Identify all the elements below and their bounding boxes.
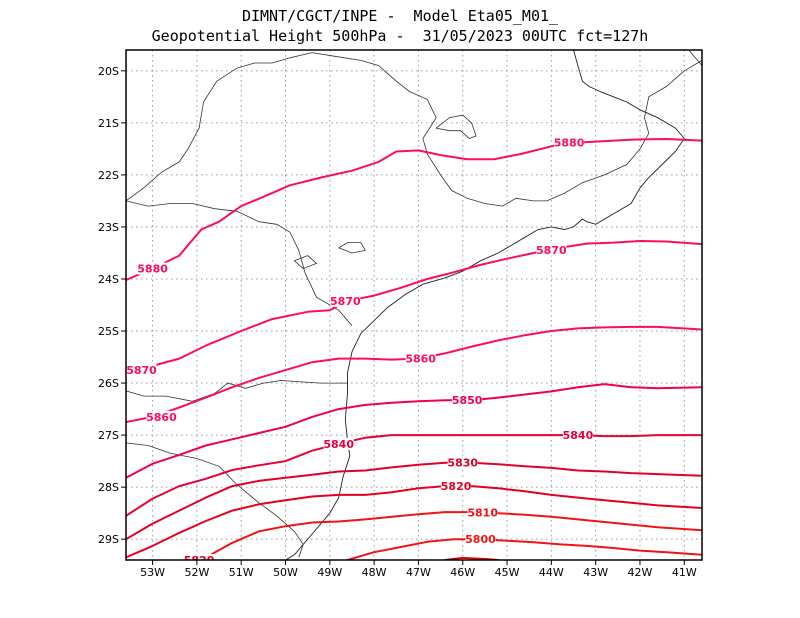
contour-label: 5840: [563, 429, 594, 442]
contour-label-bg: [330, 294, 361, 307]
lat-tick-label: 25S: [98, 325, 119, 338]
contour-label-bg: [447, 456, 478, 469]
lat-tick-label: 27S: [98, 429, 119, 442]
contour-5840: [126, 434, 702, 517]
map-title-line1: DIMNT/CGCT/INPE - Model Eta05_M01_: [241, 7, 559, 25]
state-border: [126, 52, 650, 207]
axis-ticks: 53W 52W 51W 50W 49W 48W 47W 46W 45W 44W 43W 42W 41W 2…: [98, 65, 697, 579]
contour-label: 5820: [184, 554, 215, 567]
coastline: [285, 50, 685, 560]
contour-label-bg: [146, 410, 177, 423]
contour-label-bg: [536, 243, 567, 256]
lat-tick-label: 22S: [98, 169, 119, 182]
contour-label: 5880: [554, 137, 585, 150]
lat-tick-label: 29S: [98, 533, 119, 546]
contour-label: 5820: [441, 480, 472, 493]
lon-tick-label: 53W: [140, 566, 165, 579]
lon-tick-label: 43W: [583, 566, 608, 579]
contour-5810: [200, 511, 702, 560]
contour-label-bg: [137, 262, 168, 275]
contour-label-bg: [441, 480, 472, 493]
contour-label-bg: [554, 136, 585, 149]
contour-label: 5870: [536, 244, 567, 257]
map-title-line2: Geopotential Height 500hPa - 31/05/2023 …: [151, 27, 649, 45]
contour-5850: [126, 383, 702, 479]
lat-tick-label: 26S: [98, 377, 119, 390]
lon-tick-label: 48W: [362, 566, 387, 579]
contour-label-layer: 5880 5880 5870 5870 5870 5860 5860 5850 5840 5840…: [126, 136, 594, 567]
lat-tick-label: 28S: [98, 481, 119, 494]
contour-label: 5850: [452, 394, 483, 407]
lake-outline: [337, 242, 366, 254]
contour-label: 5840: [323, 438, 354, 451]
lon-tick-label: 51W: [229, 566, 254, 579]
state-border: [688, 50, 702, 66]
lon-tick-label: 46W: [450, 566, 475, 579]
contour-label-bg: [405, 352, 436, 365]
contour-label-bg: [323, 437, 354, 450]
contour-label: 5880: [137, 263, 168, 276]
contour-label: 5870: [330, 295, 361, 308]
state-border: [643, 70, 685, 134]
lon-tick-label: 47W: [406, 566, 431, 579]
lat-tick-label: 21S: [98, 117, 119, 130]
contour-label-bg: [184, 554, 215, 560]
contour-5800: [346, 538, 702, 560]
lon-tick-label: 52W: [184, 566, 209, 579]
contour-5880: [126, 138, 702, 281]
contour-label-bg: [452, 394, 483, 407]
contour-label: 5830: [447, 457, 478, 470]
lon-tick-label: 41W: [672, 566, 697, 579]
state-border: [126, 200, 353, 327]
contour-label-bg: [562, 429, 593, 442]
contour-5870: [126, 240, 702, 373]
contour-label-bg: [467, 506, 498, 519]
lon-tick-label: 42W: [628, 566, 653, 579]
lon-tick-label: 49W: [317, 566, 342, 579]
plot-frame: [125, 49, 703, 561]
contour-layer: [126, 138, 702, 560]
lat-tick-label: 20S: [98, 65, 119, 78]
state-border: [126, 380, 348, 402]
contour-label: 5860: [405, 353, 436, 366]
lake-outline: [293, 255, 318, 270]
contour-label: 5800: [465, 533, 496, 546]
lon-tick-label: 45W: [495, 566, 520, 579]
lon-tick-label: 44W: [539, 566, 564, 579]
contour-label: 5860: [146, 411, 177, 424]
contour-5860: [126, 325, 702, 424]
contour-5830: [126, 461, 702, 541]
lat-tick-label: 23S: [98, 221, 119, 234]
contour-label: 5810: [467, 507, 498, 520]
contour-5820: [126, 485, 702, 559]
contour-label: 5870: [126, 364, 157, 377]
contour-label-bg: [465, 533, 496, 546]
lake-outline: [435, 114, 477, 139]
geography-layer: [126, 50, 702, 560]
lon-tick-label: 50W: [273, 566, 298, 579]
contour-label-bg: [126, 364, 157, 377]
lat-tick-label: 24S: [98, 273, 119, 286]
grid-lines: [126, 50, 702, 560]
